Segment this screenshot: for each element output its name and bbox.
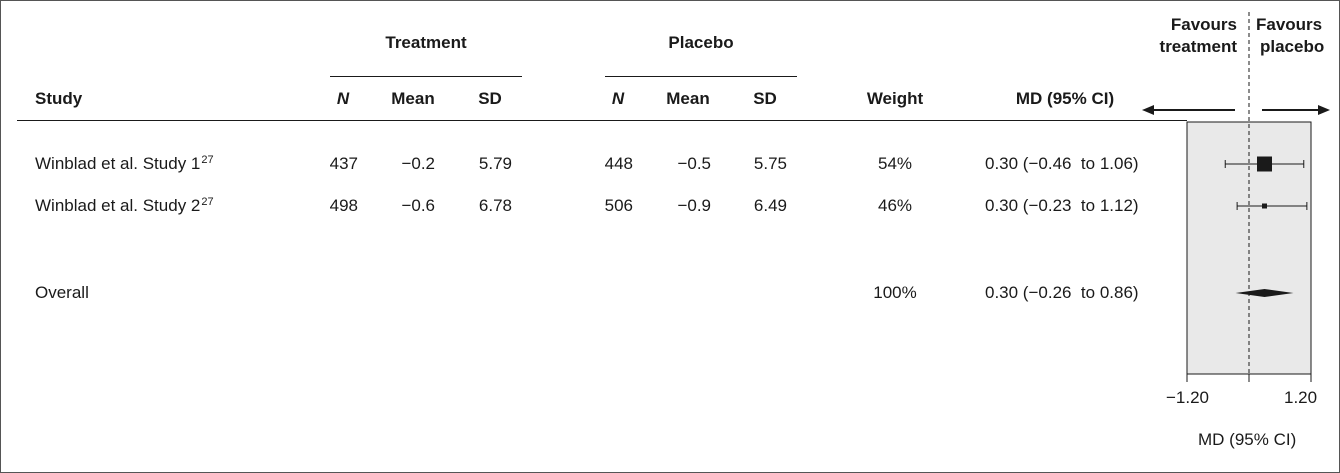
table-row-study-name: Winblad et al. Study 227 — [35, 196, 214, 215]
table-row-treatment-mean: −0.6 — [401, 196, 435, 215]
favours-treatment-arrow-head — [1142, 105, 1154, 115]
header-placebo-mean: Mean — [666, 89, 710, 108]
table-row-treatment-n: 437 — [329, 154, 358, 173]
placebo-group-rule — [605, 76, 797, 77]
header-study: Study — [35, 89, 83, 108]
table-row-treatment-mean: −0.2 — [401, 154, 435, 173]
table-row-treatment-sd: 5.79 — [478, 154, 512, 173]
header-placebo-sd: SD — [753, 89, 777, 108]
table-row-treatment-sd: 6.78 — [478, 196, 512, 215]
overall-ci: 0.30 (−0.26 to 0.86) — [985, 283, 1139, 302]
favours-treatment-line2: treatment — [1159, 37, 1237, 56]
table-row-placebo-n: 506 — [604, 196, 633, 215]
axis-max-label: 1.20 — [1284, 388, 1318, 407]
header-treatment-group: Treatment — [385, 33, 467, 52]
overall-diamond — [1235, 289, 1294, 297]
table-row-ci: 0.30 (−0.46 to 1.06) — [985, 154, 1139, 173]
point-estimate-box — [1262, 203, 1267, 209]
header-placebo-group: Placebo — [668, 33, 734, 52]
overall-label: Overall — [35, 283, 89, 302]
header-placebo-n: N — [611, 89, 625, 108]
header-treatment-n: N — [336, 89, 350, 108]
header-separator — [17, 120, 1187, 121]
treatment-group-rule — [330, 76, 522, 77]
table-row-study-name: Winblad et al. Study 127 — [35, 154, 214, 173]
header-treatment-mean: Mean — [391, 89, 435, 108]
axis-min-label: −1.20 — [1166, 388, 1210, 407]
header-md-ci: MD (95% CI) — [1015, 89, 1115, 108]
header-treatment-sd: SD — [478, 89, 502, 108]
axis-title: MD (95% CI) — [1198, 430, 1297, 449]
favours-treatment-line1: Favours — [1170, 15, 1237, 34]
table-row-weight: 54% — [877, 154, 913, 173]
favours-placebo-line1: Favours — [1256, 15, 1323, 34]
favours-placebo-arrow-head — [1318, 105, 1330, 115]
table-row-weight: 46% — [877, 196, 913, 215]
table-row-placebo-mean: −0.9 — [677, 196, 711, 215]
table-row-placebo-n: 448 — [604, 154, 633, 173]
table-row-placebo-sd: 6.49 — [753, 196, 787, 215]
table-row-placebo-sd: 5.75 — [753, 154, 787, 173]
table-row-treatment-n: 498 — [329, 196, 358, 215]
overall-weight: 100% — [873, 283, 917, 302]
favours-placebo-line2: placebo — [1260, 37, 1325, 56]
header-weight: Weight — [866, 89, 924, 108]
point-estimate-box — [1257, 156, 1272, 172]
table-row-placebo-mean: −0.5 — [677, 154, 711, 173]
table-row-ci: 0.30 (−0.23 to 1.12) — [985, 196, 1139, 215]
